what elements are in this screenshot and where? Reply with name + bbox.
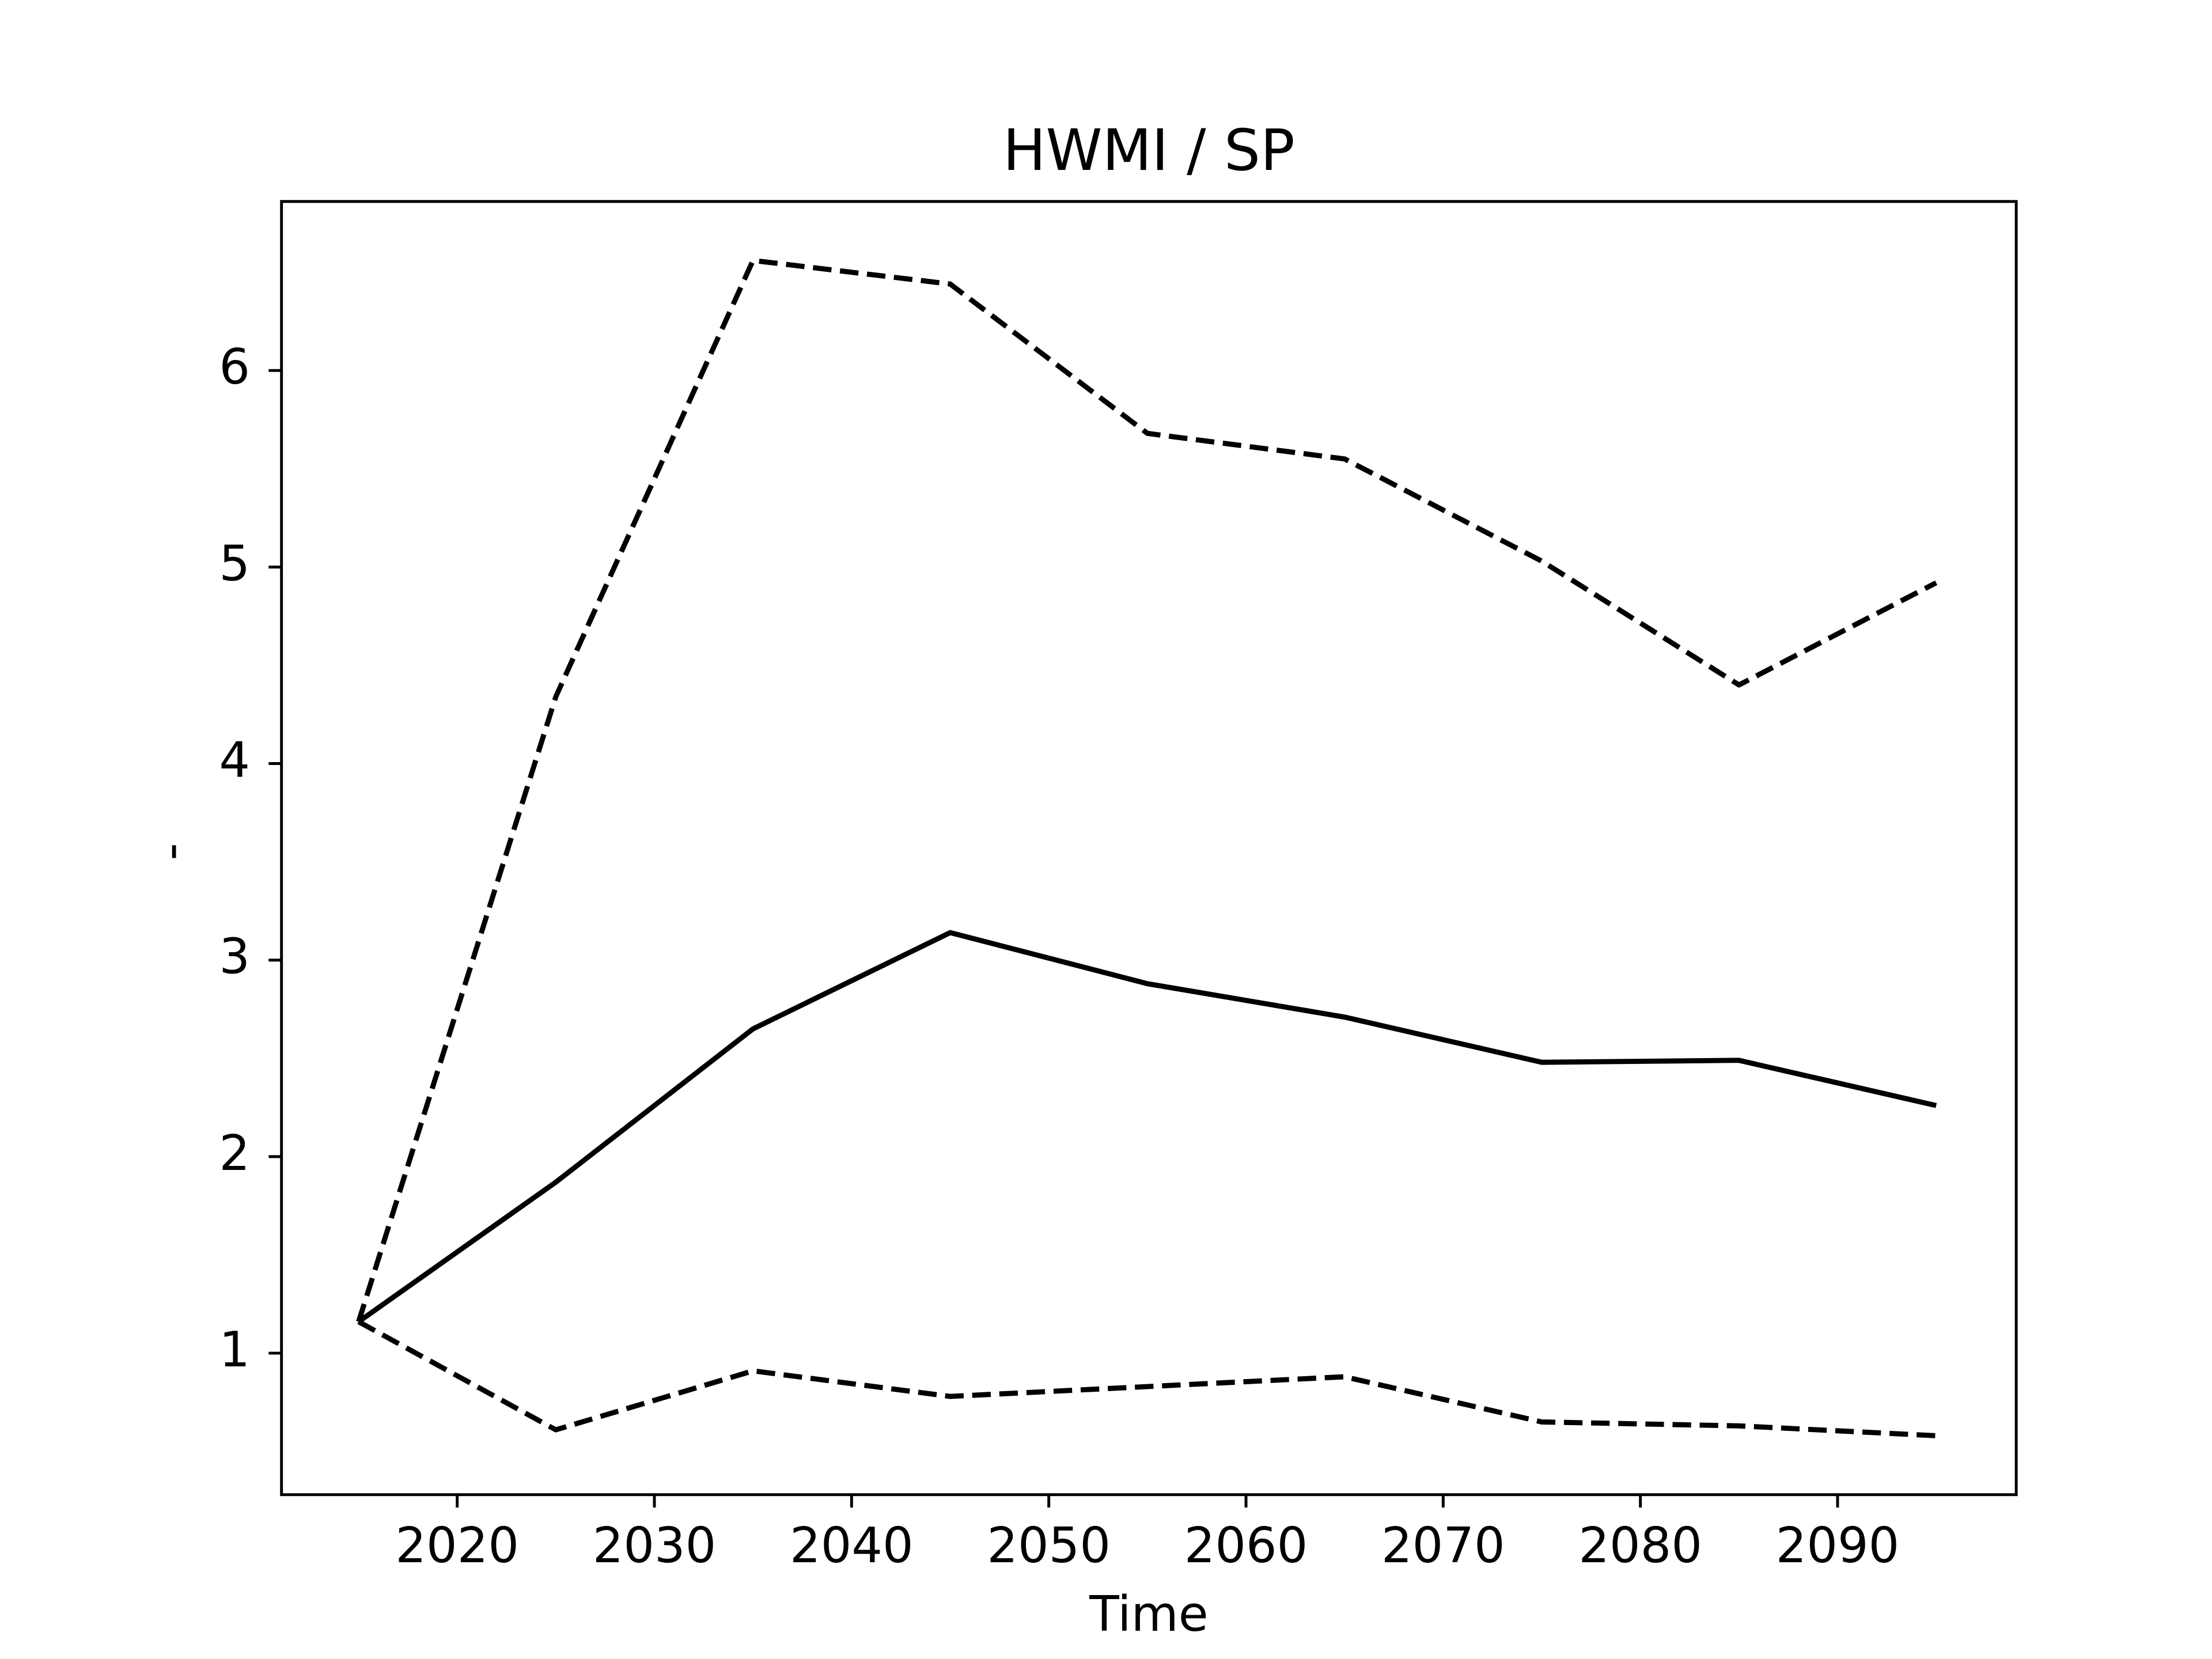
x-tick-label: 2070 (1381, 1517, 1505, 1574)
x-tick-label: 2080 (1578, 1517, 1702, 1574)
x-tick-label: 2060 (1184, 1517, 1308, 1574)
y-tick-label: 4 (219, 732, 250, 788)
x-tick-label: 2020 (395, 1517, 519, 1574)
y-tick-label: 2 (219, 1125, 250, 1181)
y-axis-label: - (143, 843, 199, 860)
y-tick-label: 5 (219, 535, 250, 592)
x-tick-label: 2050 (987, 1517, 1111, 1574)
y-tick-label: 6 (219, 339, 250, 395)
series-line (357, 1319, 1937, 1438)
x-tick-label: 2030 (593, 1517, 717, 1574)
plot-frame (280, 200, 2018, 1497)
x-tick-label: 2090 (1776, 1517, 1900, 1574)
y-tick-label: 3 (219, 929, 250, 985)
y-tick-label: 1 (219, 1321, 250, 1378)
x-tick-label: 2040 (790, 1517, 914, 1574)
chart-title: HWMI / SP (1003, 118, 1295, 184)
series-line (356, 257, 1938, 1323)
series-line (357, 930, 1937, 1324)
x-axis-label: Time (1089, 1586, 1208, 1642)
